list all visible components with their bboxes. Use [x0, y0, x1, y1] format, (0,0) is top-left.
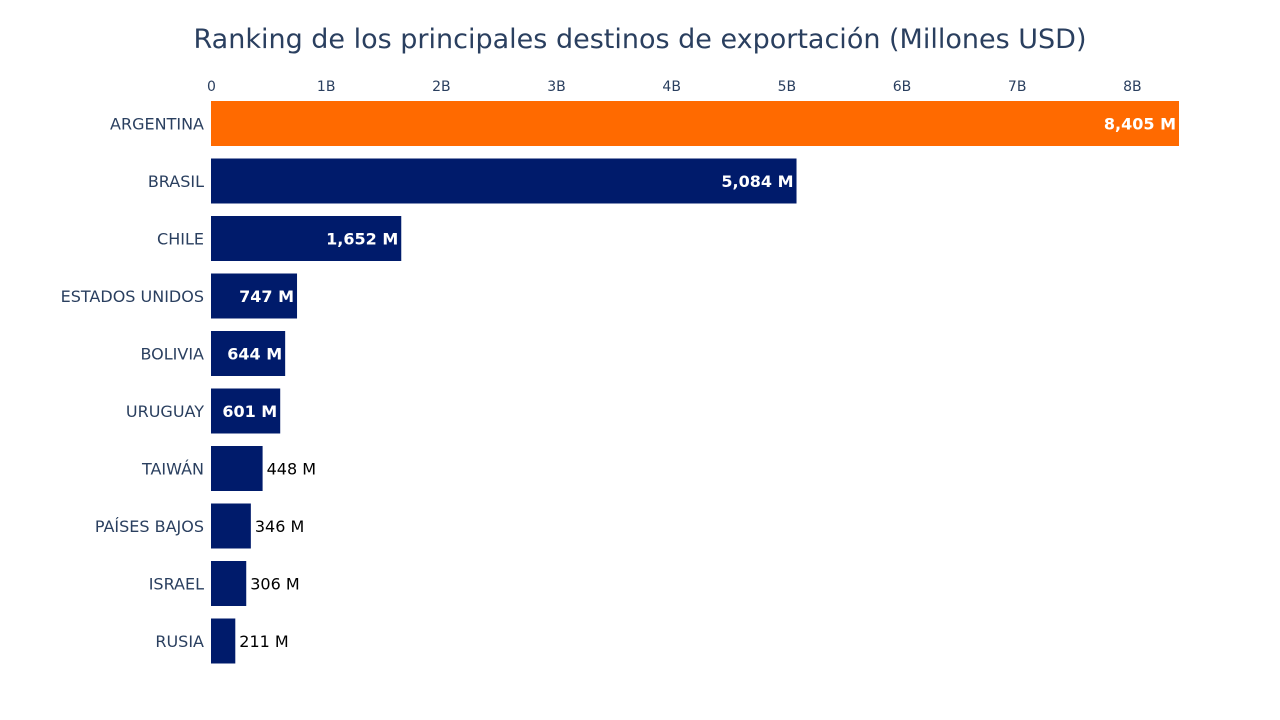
x-tick-label: 7B	[1008, 79, 1027, 95]
value-labels: 8,405 M 5,084 M 1,652 M 747 M 644 M 601 M 448 …	[222, 115, 1176, 652]
value-label: 1,652 M	[326, 230, 398, 249]
category-label: URUGUAY	[126, 402, 204, 421]
category-label: TAIWÁN	[141, 460, 204, 479]
value-label: 747 M	[239, 287, 294, 306]
value-label: 8,405 M	[1104, 115, 1176, 134]
bar-taiwán[interactable]	[211, 446, 263, 491]
category-labels: ARGENTINA BRASIL CHILE ESTADOS UNIDOS BOLIVI…	[61, 115, 205, 652]
x-tick-label: 3B	[547, 79, 566, 95]
bar-bolivia[interactable]	[211, 331, 286, 376]
value-label: 448 M	[267, 460, 316, 479]
x-tick-label: 0	[207, 79, 216, 95]
bar-chile[interactable]	[211, 216, 402, 261]
category-label: RUSIA	[155, 632, 204, 651]
category-label: BOLIVIA	[140, 345, 204, 364]
bar-estados-unidos[interactable]	[211, 273, 298, 319]
bars-group	[211, 101, 1179, 664]
value-label: 346 M	[255, 517, 304, 536]
value-label: 306 M	[250, 575, 299, 594]
category-label: PAÍSES BAJOS	[95, 517, 204, 536]
category-label: ARGENTINA	[110, 115, 204, 134]
x-tick-label: 6B	[893, 79, 912, 95]
value-label: 5,084 M	[721, 172, 793, 191]
x-tick-label: 2B	[432, 79, 451, 95]
x-tick-label: 5B	[778, 79, 797, 95]
x-tick-label: 4B	[662, 79, 681, 95]
category-label: ESTADOS UNIDOS	[61, 287, 204, 306]
category-label: CHILE	[157, 230, 204, 249]
category-label: ISRAEL	[149, 575, 204, 594]
bar-brasil[interactable]	[211, 158, 797, 204]
bar-rusia[interactable]	[211, 618, 236, 664]
category-label: BRASIL	[148, 172, 204, 191]
bar-argentina[interactable]	[211, 101, 1179, 146]
x-axis-ticks: 0 1B 2B 3B 4B 5B 6B 7B 8B	[207, 79, 1142, 95]
bar-países-bajos[interactable]	[211, 503, 251, 549]
x-tick-label: 1B	[317, 79, 336, 95]
value-label: 644 M	[227, 345, 282, 364]
chart-title: Ranking de los principales destinos de e…	[194, 24, 1087, 55]
bar-uruguay[interactable]	[211, 388, 281, 434]
bar-israel[interactable]	[211, 561, 247, 606]
x-tick-label: 8B	[1123, 79, 1142, 95]
value-label: 601 M	[222, 402, 277, 421]
value-label: 211 M	[239, 632, 288, 651]
